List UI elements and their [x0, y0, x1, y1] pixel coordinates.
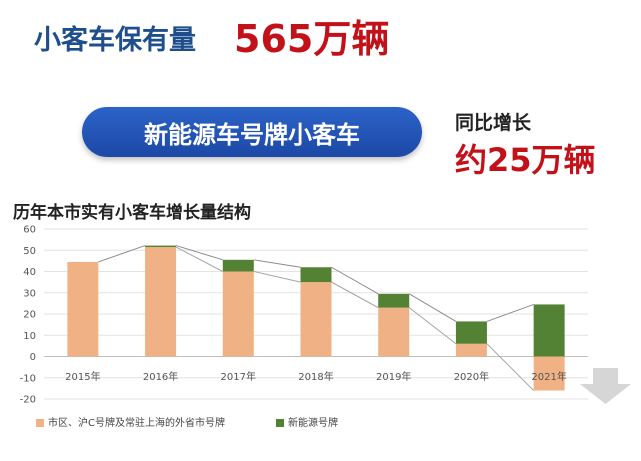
x-tick-label: 2016年	[143, 370, 178, 383]
y-tick-label: 60	[23, 225, 36, 236]
y-tick-label: 0	[30, 352, 36, 363]
base-connector	[253, 271, 301, 283]
bar-new-energy-2021年	[533, 304, 565, 357]
chart-title: 历年本市实有小客车增长量结构	[13, 203, 251, 223]
y-axis: -20 -10 0 10 20 30 40 50 60	[20, 225, 36, 406]
legend-swatch-new-energy	[276, 419, 284, 427]
chart-bars	[67, 245, 565, 391]
x-tick-label: 2019年	[376, 370, 411, 383]
total-connector	[331, 266, 379, 295]
bar-base-2018年	[300, 282, 332, 357]
bar-new-energy-2016年	[145, 245, 177, 248]
y-tick-label: 20	[23, 310, 36, 321]
legend-label-new-energy: 新能源号牌	[288, 416, 338, 429]
bar-new-energy-2017年	[222, 259, 254, 272]
bar-base-2016年	[145, 247, 177, 357]
x-tick-label: 2020年	[454, 370, 489, 383]
x-tick-label: 2015年	[65, 370, 100, 383]
bar-base-2017年	[222, 271, 254, 357]
bar-base-2020年	[455, 343, 487, 357]
connector-lines	[98, 245, 534, 391]
y-tick-label: 50	[23, 246, 36, 257]
x-tick-label: 2017年	[221, 370, 256, 383]
chart-legend: 市区、沪C号牌及常驻上海的外省市号牌 新能源号牌	[36, 416, 338, 429]
total-connector	[253, 259, 301, 268]
yoy-label: 同比增长	[455, 112, 532, 134]
total-connector	[98, 245, 146, 263]
bar-new-energy-2019年	[378, 293, 410, 308]
bar-new-energy-2018年	[300, 267, 332, 283]
headline-label: 小客车保有量	[34, 25, 196, 56]
bar-new-energy-2020年	[455, 321, 487, 344]
bar-base-2021年	[533, 356, 565, 391]
base-connector	[408, 307, 457, 345]
base-connector	[331, 281, 379, 309]
yoy-value: 约25万辆	[455, 141, 596, 179]
headline-value: 565万辆	[234, 17, 390, 61]
base-connector	[486, 343, 534, 391]
down-arrow-icon	[580, 368, 631, 404]
base-connector	[175, 246, 224, 272]
x-axis: 2015年 2016年 2017年 2018年 2019年 2020年 2021年	[65, 370, 567, 383]
new-energy-plate-banner: 新能源车号牌小客车	[82, 107, 422, 157]
x-tick-label: 2018年	[298, 370, 333, 383]
total-connector	[486, 303, 534, 322]
y-tick-label: 10	[23, 331, 36, 342]
bar-base-2015年	[67, 261, 99, 357]
y-tick-label: -20	[20, 395, 36, 406]
total-connector	[408, 293, 457, 322]
bar-base-2019年	[378, 307, 410, 357]
x-tick-label: 2021年	[531, 370, 566, 383]
legend-label-base: 市区、沪C号牌及常驻上海的外省市号牌	[48, 416, 225, 429]
total-connector	[175, 245, 223, 261]
y-tick-label: 40	[23, 267, 36, 278]
legend-swatch-base	[36, 419, 44, 427]
y-tick-label: -10	[20, 373, 36, 384]
y-tick-label: 30	[23, 288, 36, 299]
